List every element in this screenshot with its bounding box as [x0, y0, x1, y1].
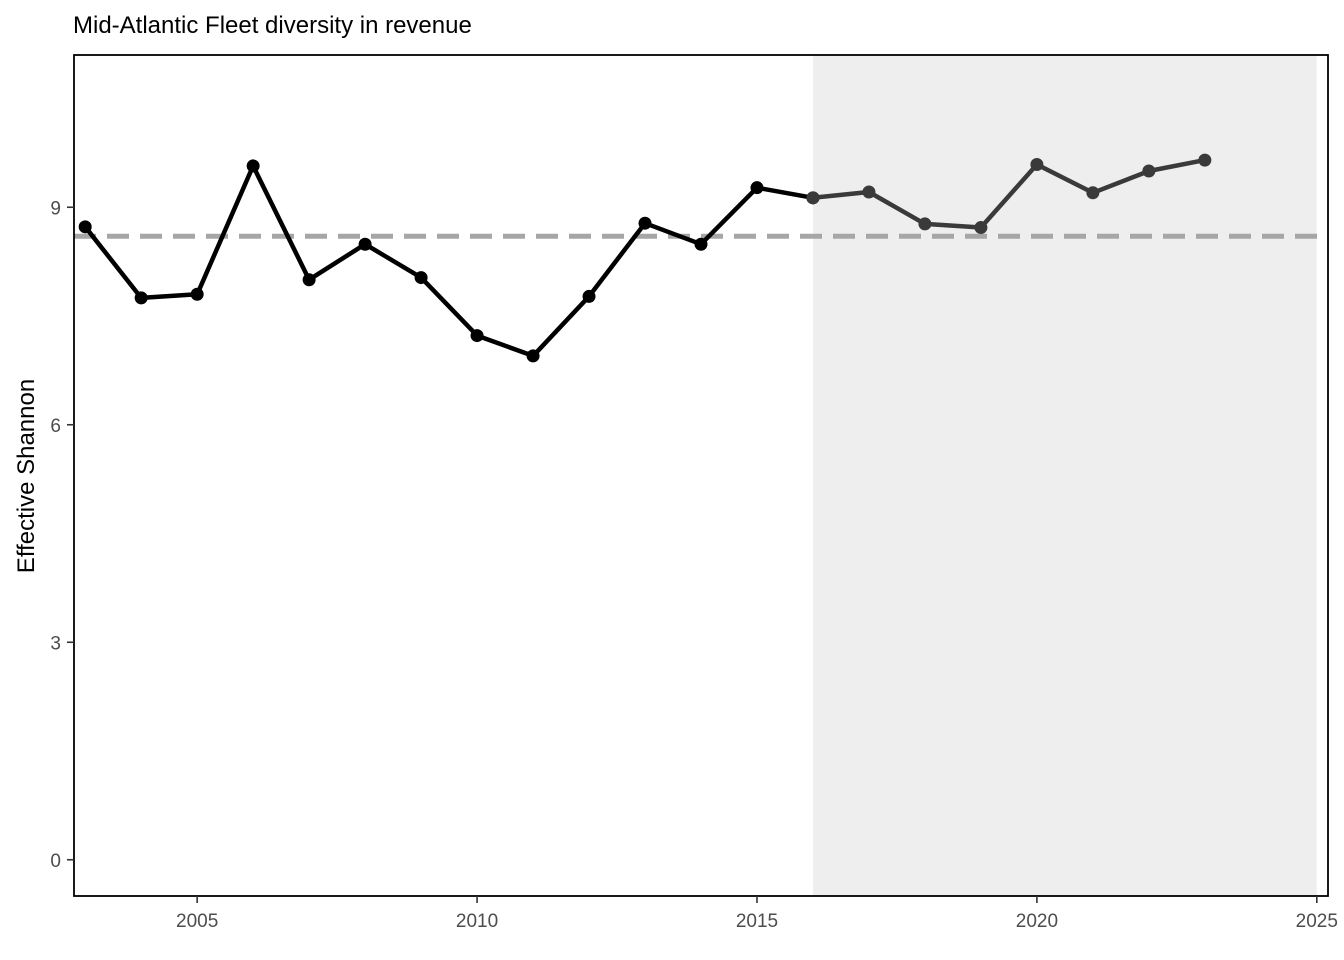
- x-tick-label: 2010: [456, 911, 498, 932]
- chart-title: Mid-Atlantic Fleet diversity in revenue: [73, 12, 472, 39]
- x-tick-label: 2005: [176, 911, 218, 932]
- data-point: [134, 291, 148, 305]
- data-point: [526, 349, 540, 363]
- data-point: [246, 159, 260, 173]
- shaded-region: [812, 55, 1317, 896]
- data-point: [1198, 153, 1212, 167]
- data-point: [1030, 157, 1044, 171]
- data-point: [470, 329, 484, 343]
- data-point: [582, 289, 596, 303]
- data-point: [806, 191, 820, 205]
- series-line-2: [810, 157, 1208, 230]
- data-point: [750, 181, 764, 195]
- y-axis-title: Effective Shannon: [13, 379, 40, 573]
- y-tick-label: 3: [50, 633, 61, 654]
- panel-border: [73, 54, 1329, 897]
- data-point: [918, 217, 932, 231]
- data-point: [638, 216, 652, 230]
- series-line-1: [82, 163, 816, 359]
- y-tick-label: 0: [50, 851, 61, 872]
- y-tick-label: 6: [50, 416, 61, 437]
- x-tick-label: 2025: [1296, 911, 1338, 932]
- data-point: [862, 185, 876, 199]
- data-point: [302, 273, 316, 287]
- data-point: [1142, 164, 1156, 178]
- x-tick-label: 2020: [1016, 911, 1058, 932]
- data-point: [78, 220, 92, 234]
- data-point: [1086, 186, 1100, 200]
- data-point: [694, 237, 708, 251]
- y-tick-label: 9: [50, 198, 61, 219]
- data-point: [358, 237, 372, 251]
- data-point: [974, 221, 988, 235]
- data-point: [190, 287, 204, 301]
- data-point: [414, 271, 428, 285]
- plot-area: 2005 2010 2015 2020 2025 0 3 6 9: [50, 54, 1338, 932]
- x-tick-label: 2015: [736, 911, 778, 932]
